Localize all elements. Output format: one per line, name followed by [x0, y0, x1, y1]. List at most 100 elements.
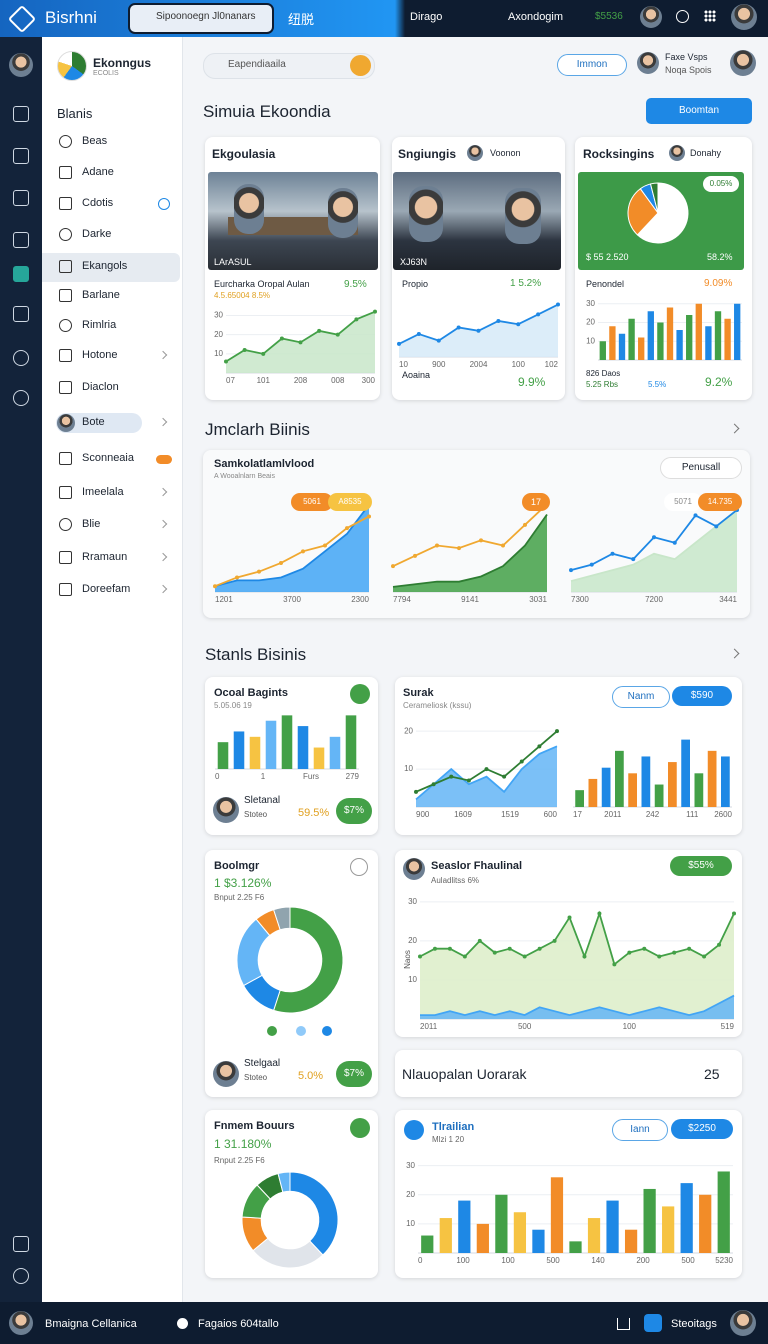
sidebar-item[interactable]: Bote — [82, 416, 105, 428]
person-sub: Stoteo — [244, 810, 268, 819]
button[interactable]: $2250 — [671, 1119, 733, 1139]
sidebar-item[interactable]: Rimlria — [82, 319, 117, 331]
avatar[interactable] — [640, 6, 662, 28]
point — [507, 946, 512, 951]
apps-icon[interactable] — [704, 10, 716, 22]
button[interactable]: Nanm — [612, 686, 670, 708]
x-tick-label: 7794 — [393, 595, 411, 604]
x-tick-label: 111 — [686, 810, 699, 819]
sidebar-item[interactable]: Beas — [82, 135, 108, 147]
point — [516, 322, 521, 327]
person — [328, 188, 358, 238]
button[interactable]: Immon — [557, 54, 627, 76]
avatar[interactable] — [9, 1311, 33, 1335]
sidebar-item[interactable]: Cdotis — [82, 197, 114, 209]
x-tick-label: 102 — [545, 360, 559, 369]
sidebar-item[interactable]: Barlane — [82, 289, 120, 301]
avatar[interactable] — [9, 53, 33, 77]
search-box[interactable] — [128, 3, 274, 34]
point — [279, 336, 284, 341]
bar — [249, 736, 261, 769]
avatar — [57, 414, 75, 432]
bottom-mid[interactable]: Fagaios 604tallo — [198, 1318, 279, 1330]
card-caption: Penondel — [586, 279, 625, 289]
sidebar-item[interactable]: Rramaun — [82, 551, 128, 563]
card-stat: 9.09% — [704, 278, 733, 289]
avatar — [213, 1061, 239, 1087]
point — [631, 557, 636, 562]
search-go[interactable] — [350, 55, 371, 76]
rail-icon[interactable] — [13, 232, 29, 248]
button[interactable]: Iann — [612, 1119, 668, 1141]
bar — [476, 1223, 489, 1253]
x-tick-label: 1609 — [454, 810, 472, 819]
chevron[interactable] — [729, 648, 740, 659]
sidebar-brand-sub: ECOLIS — [93, 70, 119, 77]
bar — [587, 1218, 601, 1253]
rail-icon[interactable] — [13, 306, 29, 322]
bar — [666, 307, 674, 360]
sidebar-item[interactable]: Darke — [82, 228, 112, 240]
rail-icon[interactable] — [13, 148, 29, 164]
sidebar-item[interactable]: Doreefam — [82, 583, 131, 595]
balance: $5536 — [595, 11, 623, 22]
avatar — [403, 858, 425, 880]
bottom-right[interactable]: Steoitags — [671, 1318, 717, 1330]
rail-icon-active[interactable] — [13, 266, 29, 282]
button[interactable]: $590 — [672, 686, 732, 706]
point — [301, 549, 305, 554]
item-icon — [59, 166, 72, 179]
item-icon — [59, 486, 72, 499]
point — [502, 774, 507, 779]
rail-icon[interactable] — [13, 1268, 29, 1284]
sidebar-item[interactable]: Hotone — [82, 349, 118, 361]
button[interactable]: Penusall — [660, 457, 742, 479]
action-button[interactable]: Boomtan — [646, 98, 752, 124]
rail-icon[interactable] — [13, 1236, 29, 1252]
point — [391, 564, 395, 569]
avatar[interactable] — [731, 4, 757, 30]
sidebar-item[interactable]: Imeelala — [82, 486, 124, 498]
info-icon[interactable] — [676, 10, 689, 23]
avatar[interactable] — [730, 1310, 756, 1336]
card-foot-stat: 9.2% — [705, 375, 733, 389]
rail-icon[interactable] — [13, 350, 29, 366]
sidebar-brand: Ekonngus — [93, 56, 152, 70]
check[interactable] — [350, 858, 368, 876]
x-tick-label: 1201 — [215, 595, 233, 604]
card-tag[interactable]: Donahy — [690, 148, 722, 158]
sidebar-item[interactable]: Adane — [82, 166, 114, 178]
badge: $7% — [336, 1061, 372, 1087]
tab[interactable]: 纽脱 — [288, 12, 315, 27]
sidebar-item[interactable]: Diaclon — [82, 381, 119, 393]
line — [214, 504, 370, 588]
y-tick-label: 20 — [214, 330, 223, 339]
point — [466, 778, 471, 783]
rail-icon[interactable] — [13, 390, 29, 406]
area — [420, 913, 734, 1019]
sidebar-item[interactable]: Sconneaia — [82, 452, 134, 464]
x-tick-label: 07 — [226, 376, 235, 385]
sidebar-item[interactable]: Blie — [82, 518, 101, 530]
x-tick-label: 101 — [257, 376, 271, 385]
bottom-left[interactable]: Bmaigna Cellanica — [45, 1318, 137, 1330]
main-search[interactable] — [203, 53, 375, 79]
x-tick-label: 3700 — [283, 595, 301, 604]
icon[interactable] — [644, 1314, 662, 1332]
point — [612, 962, 617, 967]
home-icon[interactable] — [617, 1318, 630, 1330]
avatar[interactable] — [730, 50, 756, 76]
card[interactable] — [395, 1050, 742, 1097]
point — [257, 569, 261, 574]
chevron[interactable] — [729, 423, 740, 434]
card-sub: Rnput 2.25 F6 — [214, 1156, 265, 1165]
menu[interactable]: Dirago — [410, 11, 443, 23]
point — [457, 546, 461, 551]
rail-icon[interactable] — [13, 190, 29, 206]
bar — [680, 1183, 693, 1253]
point — [537, 744, 542, 749]
bar — [618, 333, 626, 360]
sidebar-item[interactable]: Ekangols — [82, 260, 128, 272]
rail-icon[interactable] — [13, 106, 29, 122]
menu[interactable]: Axondogim — [508, 11, 564, 23]
